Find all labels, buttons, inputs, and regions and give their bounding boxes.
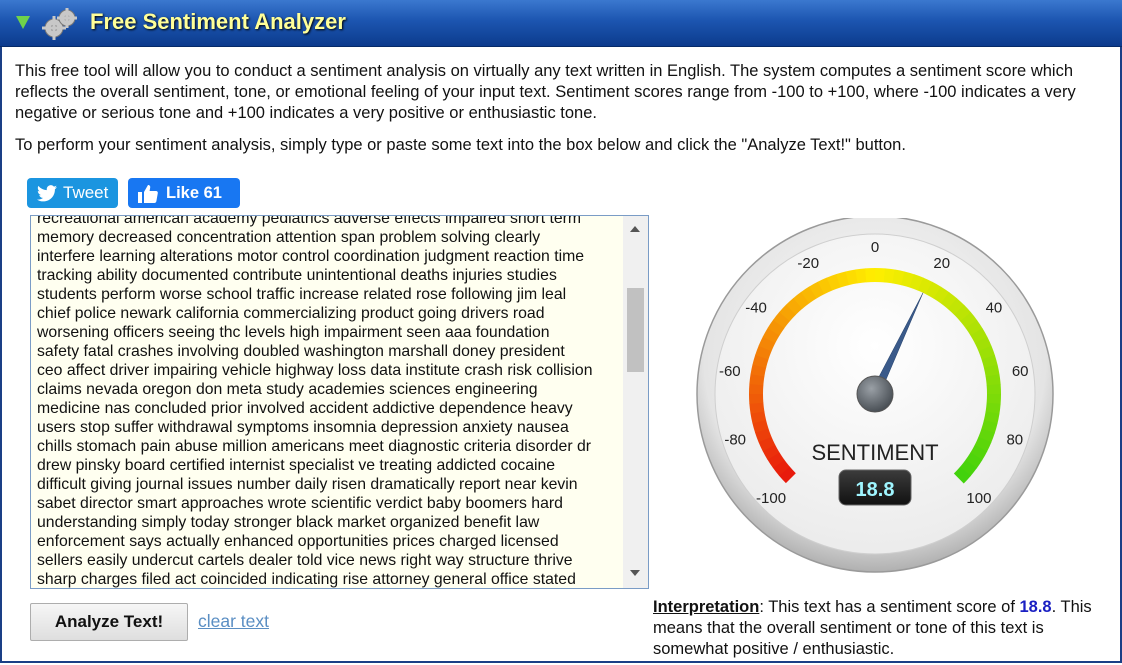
gauge-readout-value: 18.8 <box>856 479 895 501</box>
gauge-band-segment <box>978 345 995 360</box>
gauge-tick-label: 100 <box>966 490 991 507</box>
gauge-band-segment <box>875 268 886 283</box>
gauge-band-segment <box>978 428 995 443</box>
text-input-area[interactable]: recreational american academy pediatrics… <box>30 215 649 589</box>
gauge-band-segment <box>845 269 858 286</box>
gauge-tick-label: -100 <box>756 490 786 507</box>
gauge-color-band <box>749 268 1001 484</box>
gauge-ticks: -100 -80 -60 -40 -20 0 20 40 60 80 100 <box>719 239 1029 507</box>
gauge-band-segment <box>826 274 841 291</box>
twitter-bird-icon <box>37 185 57 202</box>
gauge-band-segment <box>909 274 924 291</box>
gauge-band-segment <box>755 428 772 443</box>
gauge-band-segment <box>959 459 977 477</box>
gauge-band-segment <box>892 269 905 286</box>
gauge-band-segment <box>954 304 972 322</box>
gauge-band-segment <box>865 268 876 283</box>
instructions-paragraph: To perform your sentiment analysis, simp… <box>15 136 906 154</box>
gauge-band-segment <box>960 312 978 329</box>
gauge-tick-label: -20 <box>797 255 819 272</box>
scroll-up-arrow-icon[interactable] <box>630 226 640 232</box>
gauge-band-segment <box>762 444 780 460</box>
gauge-tick-label: 0 <box>871 239 879 256</box>
interpretation-panel: Interpretation: This text has a sentimen… <box>653 597 1108 660</box>
gauge-band-segment <box>970 444 988 461</box>
gauge-band-segment <box>836 271 850 288</box>
gauge-band-segment <box>762 327 780 344</box>
gauge-band-segment <box>985 402 1001 415</box>
gauge-tick-label: 40 <box>986 300 1003 317</box>
tweet-button[interactable]: Tweet <box>27 178 118 208</box>
gauge-band-segment <box>773 311 791 329</box>
gauge-band-segment <box>749 402 765 414</box>
gauge-band-segment <box>749 383 764 394</box>
gears-icon <box>42 8 77 40</box>
gauge-hub <box>856 375 894 413</box>
gauge-band-segment <box>917 277 933 295</box>
gauge-band-segment <box>755 345 772 360</box>
interpretation-text-before: : This text has a sentiment score of <box>759 598 1020 616</box>
gauge-band-segment <box>767 319 785 336</box>
gauge-tick-label: 60 <box>1012 363 1029 380</box>
like-label: Like 61 <box>166 184 222 202</box>
gauge-band-segment <box>986 384 1001 395</box>
gauge-tick-label: -40 <box>745 300 767 317</box>
gauge-band-segment <box>883 268 896 284</box>
text-input-value[interactable]: recreational american academy pediatrics… <box>37 215 593 588</box>
thumbs-up-icon <box>138 185 158 203</box>
gauge-band-segment <box>749 393 764 404</box>
window-title: Free Sentiment Analyzer <box>90 9 346 34</box>
collapse-triangle-icon[interactable] <box>16 16 30 29</box>
textarea-scrollbar[interactable] <box>623 216 648 588</box>
gauge-band-segment <box>965 319 983 336</box>
gauge-band-segment <box>778 466 796 484</box>
gauge-band-segment <box>809 281 825 299</box>
interpretation-score: 18.8 <box>1019 598 1052 616</box>
gauge-band-segment <box>749 373 765 386</box>
like-button[interactable]: Like 61 <box>128 178 240 208</box>
gauge-tick-label: 80 <box>1006 431 1023 448</box>
clear-text-link[interactable]: clear text <box>198 611 269 631</box>
gauge-band-segment <box>965 452 983 469</box>
gauge-band-segment <box>752 419 769 433</box>
interpretation-heading: Interpretation <box>653 598 760 616</box>
gauge-band-segment <box>933 286 950 304</box>
gauge-band-segment <box>855 268 867 284</box>
gauge-band-segment <box>750 411 767 424</box>
gauge-band-segment <box>940 292 958 310</box>
gauge-band-segment <box>779 304 797 322</box>
gauge-band-segment <box>981 355 998 369</box>
gauge-band-segment <box>947 298 965 316</box>
gauge-tick-label: 20 <box>933 255 950 272</box>
gauge-band-segment <box>985 374 1001 386</box>
gauge-band-segment <box>970 328 988 344</box>
gauge-band-segment <box>750 364 767 377</box>
interpretation-text-after: . This means that the overall sentiment … <box>653 598 1092 658</box>
gauge-tick-label: -60 <box>719 363 741 380</box>
gauge-band-segment <box>758 336 776 352</box>
scroll-thumb[interactable] <box>627 288 644 372</box>
gauge-band-segment <box>800 286 817 304</box>
gauge-band-segment <box>974 436 992 452</box>
intro-paragraph: This free tool will allow you to conduct… <box>15 62 1076 122</box>
gauge-tick-label: -80 <box>724 431 746 448</box>
gauge-band-segment <box>793 291 810 309</box>
gauge-readout-box <box>838 469 912 506</box>
gauge-label: SENTIMENT <box>811 440 938 465</box>
analyze-text-button[interactable]: Analyze Text! <box>30 603 188 641</box>
scroll-down-arrow-icon[interactable] <box>630 570 640 576</box>
tweet-label: Tweet <box>63 183 109 202</box>
sentiment-gauge: -100 -80 -60 -40 -20 0 20 40 60 80 100 SENTIMENT 1… <box>696 218 1054 573</box>
gauge-band-segment <box>767 452 785 469</box>
gauge-band-segment <box>925 281 942 299</box>
gauge-band-segment <box>983 364 1000 377</box>
gauge-band-segment <box>986 394 1001 405</box>
title-bar[interactable]: Free Sentiment Analyzer <box>0 0 1122 47</box>
gauge-band-segment <box>772 459 790 476</box>
gauge-band-segment <box>785 297 803 315</box>
gauge-band-segment <box>983 411 1000 424</box>
gauge-band-segment <box>953 466 971 484</box>
